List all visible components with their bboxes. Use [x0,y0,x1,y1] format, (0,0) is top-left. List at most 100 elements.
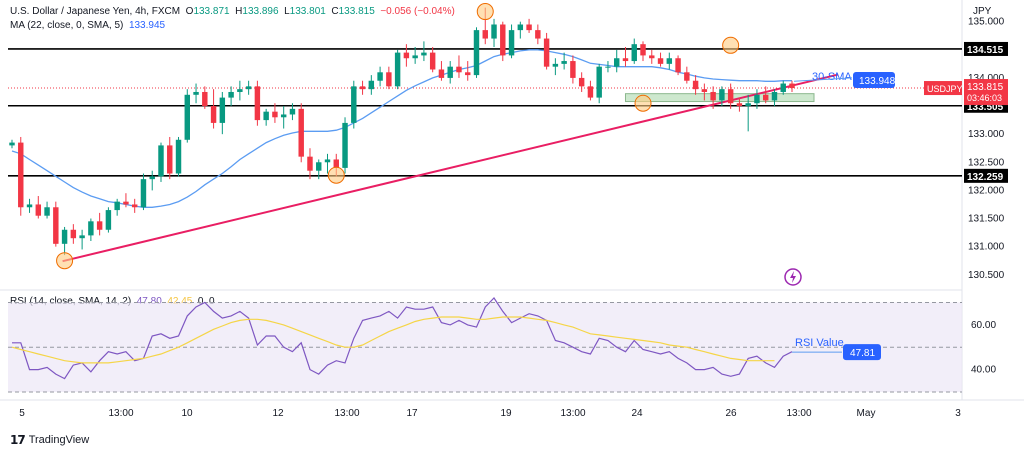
time-tick-label: 13:00 [560,408,585,419]
candle-body [552,63,559,67]
candle-body [307,156,313,171]
price-tick-label: 133.000 [968,129,1005,140]
candle-body [88,221,94,236]
candle-body [359,86,366,90]
candle-body [657,58,664,64]
candle-body [254,86,261,121]
rsi-tick-label: 40.00 [971,365,996,376]
candle-body [123,201,129,205]
candle-body [202,91,208,107]
candle-body [508,30,515,56]
candle-body [719,89,725,101]
low-label: L [284,6,290,17]
rsi-legend[interactable]: RSI (14, close, SMA, 14, 2) 47.80 42.45 … [10,296,215,307]
level-badge-label: 133.505 [967,102,1004,113]
candle-body [316,162,322,171]
level-badge [964,41,1008,56]
price-tick-label: 130.500 [968,270,1005,281]
tradingview-logo-icon: 𝟭𝟳 [10,433,26,447]
candle-body [79,235,85,239]
candle-body [403,52,410,59]
sma-pointer [793,77,853,82]
candle-body [578,77,585,87]
candle-body [631,44,637,62]
countdown-label: 03:46:03 [967,93,1002,103]
candle-body [368,80,375,90]
candle-body [193,91,199,95]
tradingview-logo[interactable]: 𝟭𝟳 TradingView [10,433,89,447]
ma-label: MA (22, close, 0, SMA, 5) [10,20,124,31]
price-tick-label: 132.500 [968,157,1005,168]
rsi-tick-label: 60.00 [971,320,996,331]
rsi-value: 47.80 [136,296,162,307]
candle-body [517,24,524,31]
rsi-ma-value: 42.45 [167,296,193,307]
candle-body [18,142,24,208]
time-tick-label: 24 [631,408,643,419]
price-tick-label: 131.500 [968,214,1005,225]
candle-body [219,97,226,123]
candle-body [754,94,760,104]
candle-body [465,72,471,76]
candle-body [114,201,120,211]
ma-legend[interactable]: MA (22, close, 0, SMA, 5) 133.945 [10,20,165,31]
candle-body [342,122,348,168]
candle-body [210,106,217,123]
candle-body [333,159,339,168]
currency-label: JPY [973,6,992,17]
candle-body [500,24,506,56]
candle-body [377,72,383,81]
last-price-label: 133.815 [967,82,1004,93]
sma-value-badge-label: 133.948 [859,76,896,87]
candle-body [105,210,112,230]
candle-body [167,145,173,174]
candle-body [491,24,497,39]
candle-body [596,66,602,98]
candle-body [429,52,436,70]
chart-title: U.S. Dollar / Japanese Yen, 4h, FXCM [10,6,181,17]
level-badge-label: 132.259 [967,172,1004,183]
candle-body [622,58,629,62]
candle-body [745,103,751,107]
candle-body [771,91,778,101]
candle-body [61,229,68,244]
tradingview-brand: TradingView [28,434,90,446]
time-tick-label: 13:00 [786,408,811,419]
candle-body [666,58,673,64]
candle-body [394,52,401,87]
price-tick-label: 135.000 [968,17,1005,28]
candle-body [473,30,480,76]
swing-point-marker [476,3,494,21]
candle-body [35,204,42,216]
candle-body [675,58,681,73]
time-tick-label: 26 [725,408,737,419]
time-tick-label: 10 [181,408,193,419]
candle-body [96,221,103,230]
candle-body [26,204,33,208]
ma-line [11,49,792,208]
candle-body [640,44,646,56]
trend-line [62,73,839,263]
rsi-ma-line [11,316,775,364]
candle-body [184,94,190,140]
candle-body [324,159,331,163]
low-value: 133.801 [289,6,326,17]
candle-body [789,83,795,89]
price-tick-label: 134.000 [968,73,1005,84]
candle-body [272,111,278,118]
candle-body [412,55,418,59]
candle-body [9,142,15,146]
rsi-zero-2: 0 [209,296,215,307]
candle-body [245,86,252,90]
ma-value: 133.945 [128,20,166,31]
candle-body [692,80,699,90]
close-label: C [331,6,339,17]
time-tick-label: 17 [406,408,418,419]
candle-body [149,176,155,180]
open-value: 133.871 [193,6,230,17]
sma-annotation: 30-SMA [812,71,852,83]
time-tick-label: 13:00 [334,408,359,419]
time-tick-label: 12 [272,408,284,419]
candle-body [456,66,462,73]
